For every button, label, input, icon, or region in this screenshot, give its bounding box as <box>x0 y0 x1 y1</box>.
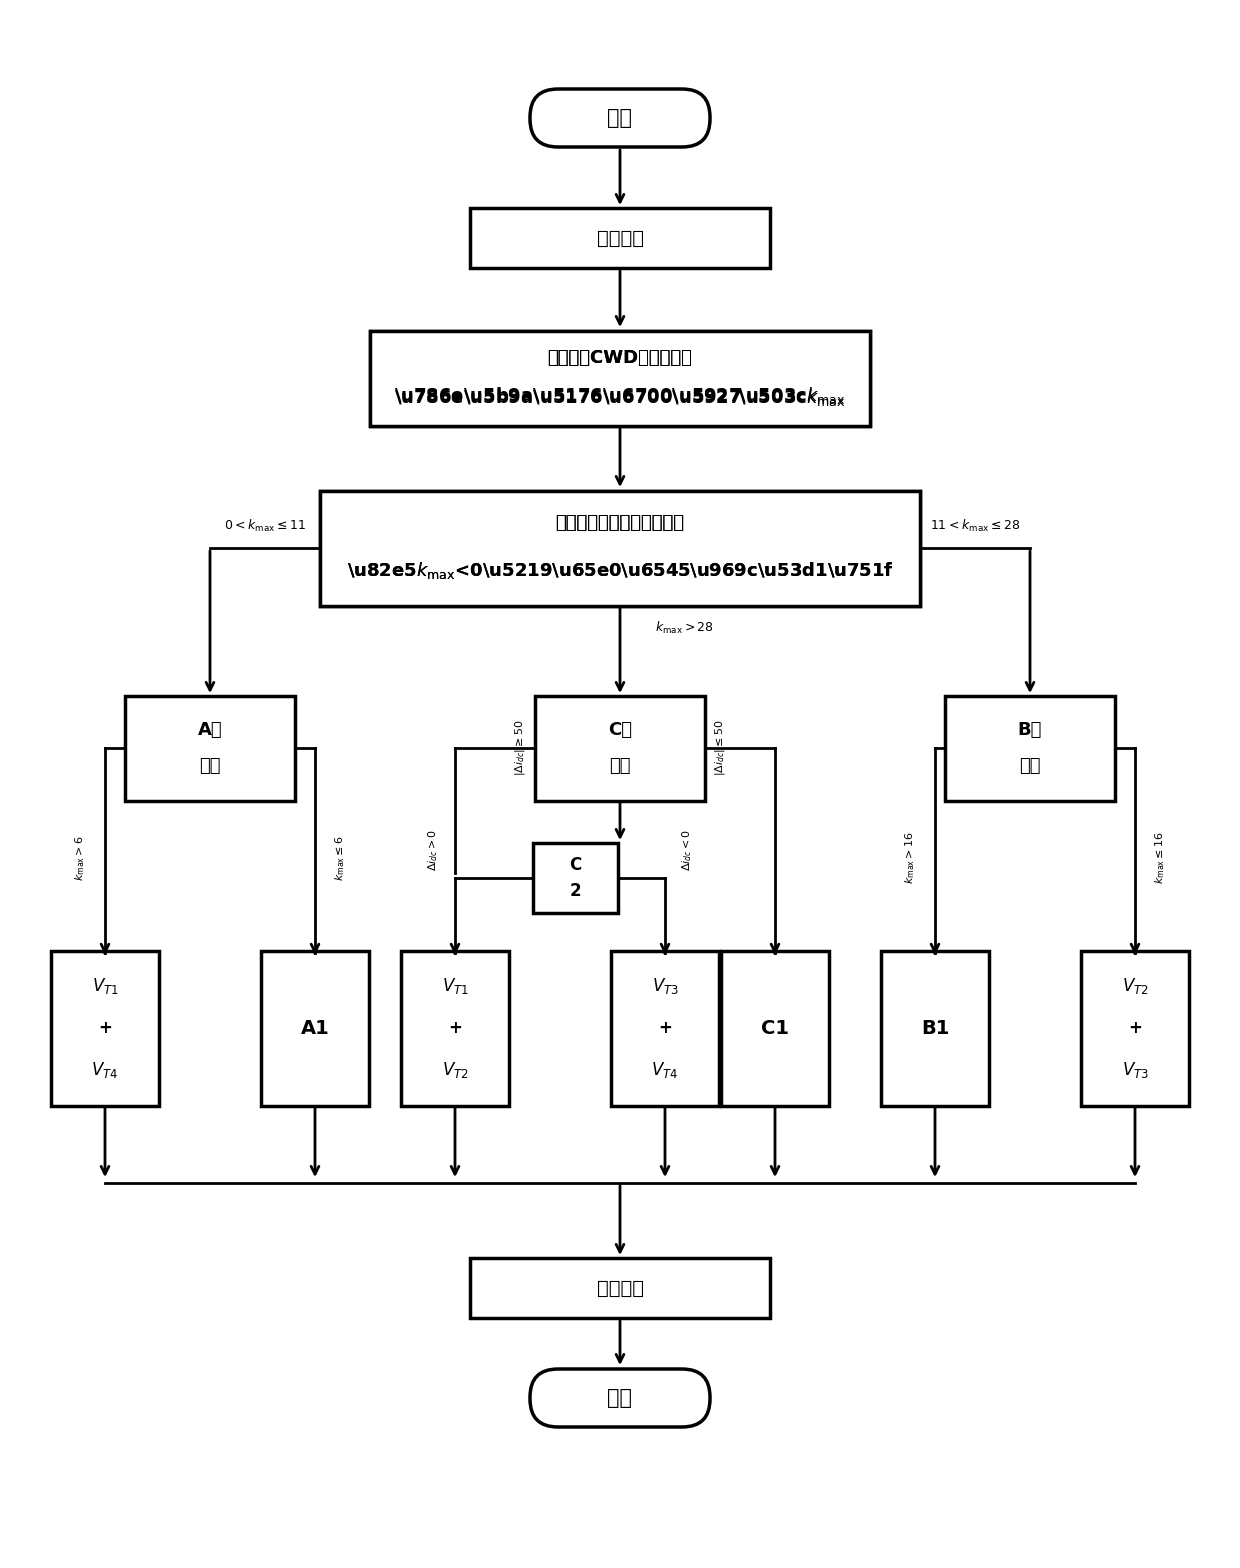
Text: $k_{\mathrm{max}}\leq6$: $k_{\mathrm{max}}\leq6$ <box>334 836 347 881</box>
Text: 输出结果: 输出结果 <box>596 1278 644 1297</box>
Text: 开始: 开始 <box>608 108 632 129</box>
Text: 判断谱峘度最大值所在范围: 判断谱峘度最大值所在范围 <box>556 514 684 532</box>
Text: $V_{T1}$: $V_{T1}$ <box>441 975 469 996</box>
FancyBboxPatch shape <box>720 950 830 1105</box>
Text: \u786e\u5b9a\u5176\u6700\u5927\u503c$k_{\mathrm{max}}$: \u786e\u5b9a\u5176\u6700\u5927\u503c$k_{… <box>394 387 846 409</box>
Text: 输入信号: 输入信号 <box>596 229 644 248</box>
FancyBboxPatch shape <box>470 209 770 268</box>
FancyBboxPatch shape <box>401 950 508 1105</box>
Text: $k_{\mathrm{max}}\leq16$: $k_{\mathrm{max}}\leq16$ <box>1153 831 1167 884</box>
Text: $k_{\mathrm{max}}>6$: $k_{\mathrm{max}}>6$ <box>73 836 87 881</box>
Text: +: + <box>98 1019 112 1036</box>
Text: C: C <box>569 856 582 873</box>
FancyBboxPatch shape <box>880 950 990 1105</box>
Text: $V_{T4}$: $V_{T4}$ <box>651 1060 678 1080</box>
Text: $k_{\mathrm{max}}>16$: $k_{\mathrm{max}}>16$ <box>903 831 916 884</box>
FancyBboxPatch shape <box>125 696 295 801</box>
Text: B1: B1 <box>921 1019 949 1038</box>
FancyBboxPatch shape <box>534 696 706 801</box>
FancyBboxPatch shape <box>945 696 1115 801</box>
Text: 计算基于CWD的谱峘度并: 计算基于CWD的谱峘度并 <box>548 350 692 367</box>
Text: \u82e5$k_{\mathrm{max}}$<0\u5219\u65e0\u6545\u969c\u53d1\u751f: \u82e5$k_{\mathrm{max}}$<0\u5219\u65e0\u… <box>346 560 894 580</box>
FancyBboxPatch shape <box>611 950 719 1105</box>
Text: $\Delta i_{dc}>0$: $\Delta i_{dc}>0$ <box>427 829 440 872</box>
Text: C类: C类 <box>608 721 632 739</box>
Text: 结束: 结束 <box>608 1388 632 1408</box>
FancyBboxPatch shape <box>51 950 159 1105</box>
FancyBboxPatch shape <box>320 491 920 605</box>
Text: \u786e\u5b9a\u5176\u6700\u5927\u503c$k_{\mathrm{max}}$: \u786e\u5b9a\u5176\u6700\u5927\u503c$k_{… <box>394 386 846 406</box>
Text: 计算基于CWD的谱峘度并: 计算基于CWD的谱峘度并 <box>548 350 692 367</box>
Text: C1: C1 <box>761 1019 789 1038</box>
Text: $V_{T4}$: $V_{T4}$ <box>92 1060 119 1080</box>
Text: A1: A1 <box>300 1019 330 1038</box>
Text: B类: B类 <box>1018 721 1042 739</box>
Text: \u82e5$k_{\mathrm{max}}$<0\u5219\u65e0\u6545\u969c\u53d1\u751f: \u82e5$k_{\mathrm{max}}$<0\u5219\u65e0\u… <box>346 560 894 580</box>
Text: +: + <box>1128 1019 1142 1036</box>
Text: $|\Delta i_{dc}|\leq50$: $|\Delta i_{dc}|\leq50$ <box>713 720 727 776</box>
FancyBboxPatch shape <box>370 331 870 425</box>
Text: $V_{T1}$: $V_{T1}$ <box>92 975 119 996</box>
Text: A类: A类 <box>197 721 222 739</box>
Text: $V_{T3}$: $V_{T3}$ <box>651 975 678 996</box>
FancyBboxPatch shape <box>532 844 618 913</box>
Text: $V_{T2}$: $V_{T2}$ <box>441 1060 469 1080</box>
FancyBboxPatch shape <box>260 950 370 1105</box>
Text: $V_{T3}$: $V_{T3}$ <box>1121 1060 1148 1080</box>
Text: 故障: 故障 <box>609 757 631 775</box>
Text: 2: 2 <box>569 881 580 900</box>
FancyBboxPatch shape <box>1081 950 1189 1105</box>
Text: $V_{T2}$: $V_{T2}$ <box>1122 975 1148 996</box>
Text: $11<k_{\mathrm{max}}\leq28$: $11<k_{\mathrm{max}}\leq28$ <box>930 517 1021 535</box>
Text: $|\Delta i_{dc}|\geq50$: $|\Delta i_{dc}|\geq50$ <box>513 720 527 776</box>
Text: +: + <box>448 1019 463 1036</box>
Text: $\Delta i_{dc}<0$: $\Delta i_{dc}<0$ <box>680 829 694 872</box>
Text: 判断谱峘度最大值所在范围: 判断谱峘度最大值所在范围 <box>556 514 684 532</box>
Text: 故障: 故障 <box>1019 757 1040 775</box>
Text: 故障: 故障 <box>200 757 221 775</box>
FancyBboxPatch shape <box>370 331 870 425</box>
FancyBboxPatch shape <box>529 89 711 147</box>
Text: +: + <box>658 1019 672 1036</box>
Text: $0<k_{\mathrm{max}}\leq11$: $0<k_{\mathrm{max}}\leq11$ <box>224 517 306 535</box>
FancyBboxPatch shape <box>470 1258 770 1319</box>
FancyBboxPatch shape <box>320 491 920 605</box>
FancyBboxPatch shape <box>529 1369 711 1427</box>
Text: $k_{\mathrm{max}}>28$: $k_{\mathrm{max}}>28$ <box>656 619 714 635</box>
